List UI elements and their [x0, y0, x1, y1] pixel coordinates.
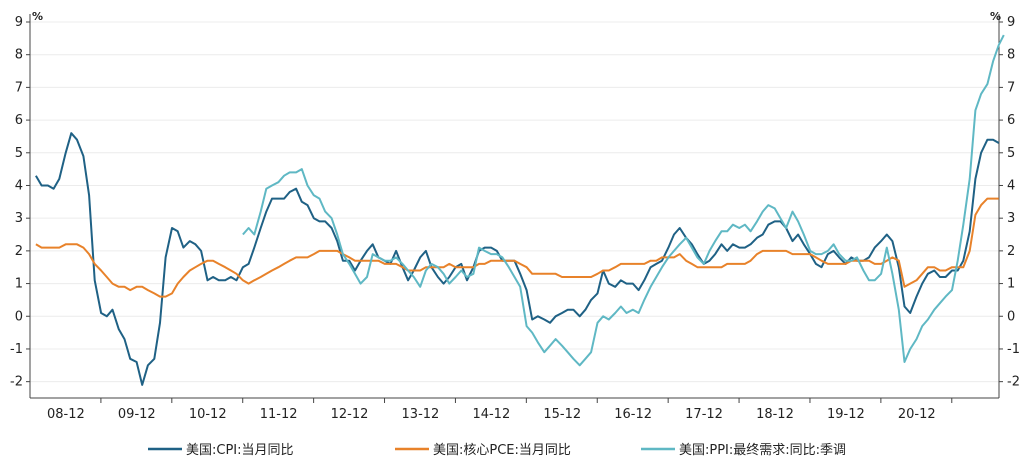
legend-label-ppi: 美国:PPI:最终需求:同比:季调 [679, 442, 846, 458]
x-tick-label: 11-12 [260, 407, 298, 422]
legend-item-core-pce: 美国:核心PCE:当月同比 [395, 443, 571, 458]
y-tick-label-right: 7 [1007, 80, 1015, 95]
y-tick-label-right: -2 [1007, 375, 1020, 390]
legend: 美国:CPI:当月同比 美国:核心PCE:当月同比 美国:PPI:最终需求:同比… [148, 442, 846, 458]
x-tick-label: 18-12 [756, 407, 794, 422]
gridlines [30, 21, 999, 383]
y-tick-label-left: 3 [15, 211, 23, 226]
y-tick-label-left: 0 [15, 309, 23, 324]
x-tick-label: 14-12 [472, 407, 510, 422]
series-line-0 [35, 132, 1000, 386]
series-lines [35, 34, 1005, 386]
y-tick-label-left: -1 [10, 342, 23, 357]
x-tick-label: 12-12 [331, 407, 369, 422]
y-tick-label-right: 6 [1007, 113, 1015, 128]
y-tick-label-left: 2 [15, 244, 23, 259]
legend-item-cpi: 美国:CPI:当月同比 [148, 443, 294, 458]
left-unit-label: % [32, 10, 43, 23]
x-tick-label: 09-12 [118, 407, 156, 422]
x-tick-label: 15-12 [543, 407, 581, 422]
x-tick-label: 17-12 [685, 407, 723, 422]
y-tick-label-left: 4 [15, 178, 23, 193]
y-tick-label-left: 6 [15, 113, 23, 128]
series-line-2 [242, 34, 1005, 367]
series-line-1 [35, 197, 999, 298]
y-tick-label-right: 1 [1007, 277, 1015, 292]
y-tick-label-right: 9 [1007, 15, 1015, 30]
legend-label-core-pce: 美国:核心PCE:当月同比 [433, 443, 571, 458]
legend-item-ppi: 美国:PPI:最终需求:同比:季调 [641, 442, 846, 458]
y-tick-label-right: 8 [1007, 48, 1015, 63]
y-tick-label-right: 3 [1007, 211, 1015, 226]
y-tick-label-left: -2 [10, 375, 23, 390]
y-tick-label-left: 1 [15, 277, 23, 292]
y-tick-label-left: 8 [15, 48, 23, 63]
y-tick-label-left: 5 [15, 146, 23, 161]
x-tick-label: 19-12 [827, 407, 865, 422]
y-tick-label-left: 9 [15, 15, 23, 30]
y-tick-label-right: 4 [1007, 178, 1015, 193]
x-tick-label: 20-12 [898, 407, 936, 422]
y-tick-label-right: 5 [1007, 146, 1015, 161]
y-tick-label-right: -1 [1007, 342, 1020, 357]
legend-label-cpi: 美国:CPI:当月同比 [186, 443, 294, 458]
y-tick-label-right: 0 [1007, 309, 1015, 324]
y-tick-label-right: 2 [1007, 244, 1015, 259]
axes: -2 -2 -1 -1 0 0 1 1 2 2 3 3 4 4 5 5 6 6 7 7 8 8 9 9 08-12 09-12 10… [10, 14, 1020, 422]
x-tick-label: 08-12 [47, 407, 85, 422]
y-tick-label-left: 7 [15, 80, 23, 95]
x-tick-label: 16-12 [614, 407, 652, 422]
x-tick-label: 13-12 [402, 407, 440, 422]
x-tick-label: 10-12 [189, 407, 227, 422]
right-unit-label: % [990, 10, 1001, 23]
